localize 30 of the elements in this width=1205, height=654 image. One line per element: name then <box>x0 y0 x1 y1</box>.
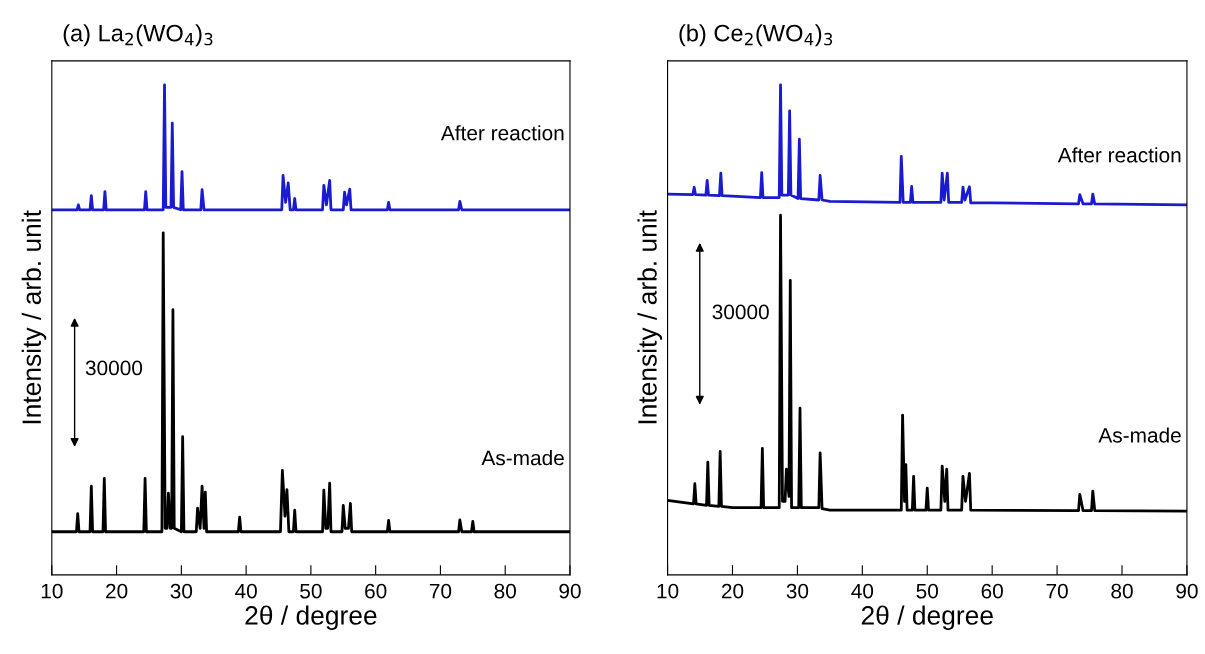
chart-title: (a) La$_{2}$(WO$_{4}$)$_{3}$ <box>63 24 213 47</box>
annotation: 30000 <box>85 360 143 376</box>
annotation: After reaction <box>440 125 564 141</box>
x-tick-label: 50 <box>916 583 939 599</box>
x-tick-label: 10 <box>657 583 679 599</box>
x-tick-label: 20 <box>721 583 744 599</box>
annotation: 30000 <box>712 304 769 320</box>
x-tick-label: 80 <box>494 583 516 599</box>
y-axis-title: Intensity / arb. unit <box>21 210 47 424</box>
annotation: After reaction <box>1057 147 1181 163</box>
x-axis-title: 2θ / degree <box>861 605 993 630</box>
x-axis-title: 2θ / degree <box>245 605 377 630</box>
x-tick-label: 90 <box>559 583 581 599</box>
annotation: As-made <box>481 450 564 466</box>
annotation: As-made <box>1098 427 1181 443</box>
x-tick-label: 70 <box>1046 583 1068 599</box>
x-tick-label: 30 <box>170 583 193 599</box>
chart-title: (b) Ce$_{2}$(WO$_{4}$)$_{3}$ <box>679 24 833 47</box>
x-tick-label: 40 <box>235 583 257 599</box>
y-axis-title: Intensity / arb. unit <box>637 210 663 424</box>
x-tick-label: 10 <box>41 583 63 599</box>
x-tick-label: 90 <box>1176 583 1198 599</box>
x-tick-label: 30 <box>786 583 809 599</box>
x-tick-label: 60 <box>365 583 387 599</box>
x-tick-label: 70 <box>429 583 452 599</box>
x-tick-label: 60 <box>981 583 1003 599</box>
x-tick-label: 40 <box>851 583 874 599</box>
x-tick-label: 50 <box>300 583 322 599</box>
x-tick-label: 20 <box>106 583 128 599</box>
x-tick-label: 80 <box>1111 583 1133 599</box>
